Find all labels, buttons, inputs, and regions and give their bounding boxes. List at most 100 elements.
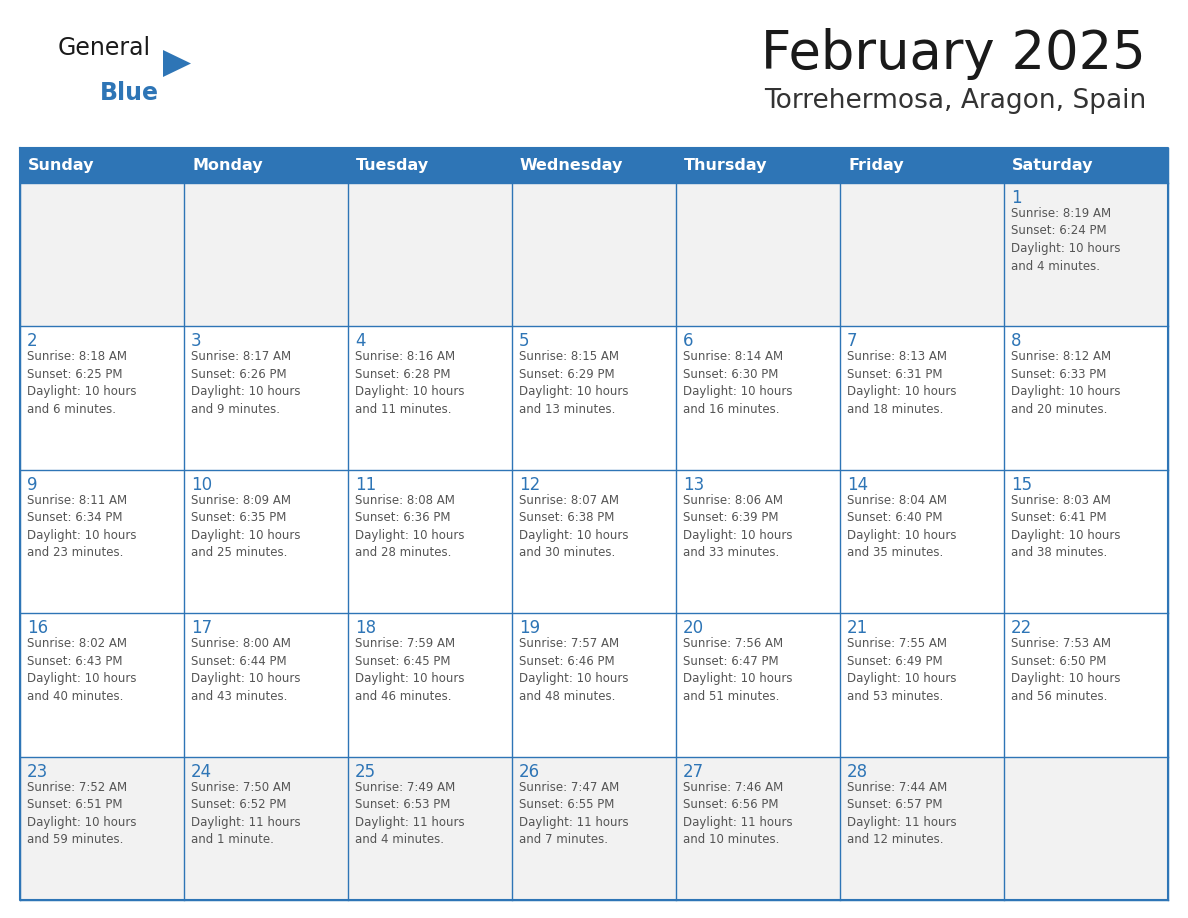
Text: Saturday: Saturday bbox=[1012, 158, 1093, 173]
Bar bbox=[184, 470, 348, 613]
Bar bbox=[1004, 470, 1168, 613]
Text: Sunrise: 8:19 AM
Sunset: 6:24 PM
Daylight: 10 hours
and 4 minutes.: Sunrise: 8:19 AM Sunset: 6:24 PM Dayligh… bbox=[1011, 207, 1120, 273]
Bar bbox=[512, 470, 676, 613]
Text: Sunrise: 8:04 AM
Sunset: 6:40 PM
Daylight: 10 hours
and 35 minutes.: Sunrise: 8:04 AM Sunset: 6:40 PM Dayligh… bbox=[847, 494, 956, 559]
Text: 18: 18 bbox=[355, 620, 377, 637]
Text: 27: 27 bbox=[683, 763, 704, 780]
Text: 2: 2 bbox=[27, 332, 38, 351]
Text: Sunrise: 8:07 AM
Sunset: 6:38 PM
Daylight: 10 hours
and 30 minutes.: Sunrise: 8:07 AM Sunset: 6:38 PM Dayligh… bbox=[519, 494, 628, 559]
Text: 20: 20 bbox=[683, 620, 704, 637]
Text: 11: 11 bbox=[355, 476, 377, 494]
Text: 9: 9 bbox=[27, 476, 38, 494]
Text: 8: 8 bbox=[1011, 332, 1022, 351]
Text: 4: 4 bbox=[355, 332, 366, 351]
Text: 13: 13 bbox=[683, 476, 704, 494]
Text: 15: 15 bbox=[1011, 476, 1032, 494]
Text: 1: 1 bbox=[1011, 189, 1022, 207]
Bar bbox=[348, 756, 512, 900]
Text: Sunrise: 8:08 AM
Sunset: 6:36 PM
Daylight: 10 hours
and 28 minutes.: Sunrise: 8:08 AM Sunset: 6:36 PM Dayligh… bbox=[355, 494, 465, 559]
Bar bbox=[676, 327, 840, 470]
Text: 19: 19 bbox=[519, 620, 541, 637]
Bar bbox=[20, 327, 184, 470]
Text: Sunrise: 8:17 AM
Sunset: 6:26 PM
Daylight: 10 hours
and 9 minutes.: Sunrise: 8:17 AM Sunset: 6:26 PM Dayligh… bbox=[191, 351, 301, 416]
Text: 10: 10 bbox=[191, 476, 213, 494]
Bar bbox=[20, 613, 184, 756]
Text: Sunrise: 8:06 AM
Sunset: 6:39 PM
Daylight: 10 hours
and 33 minutes.: Sunrise: 8:06 AM Sunset: 6:39 PM Dayligh… bbox=[683, 494, 792, 559]
Text: 3: 3 bbox=[191, 332, 202, 351]
Text: 26: 26 bbox=[519, 763, 541, 780]
Text: 24: 24 bbox=[191, 763, 213, 780]
Text: Friday: Friday bbox=[848, 158, 904, 173]
Text: 5: 5 bbox=[519, 332, 530, 351]
Text: Sunrise: 8:03 AM
Sunset: 6:41 PM
Daylight: 10 hours
and 38 minutes.: Sunrise: 8:03 AM Sunset: 6:41 PM Dayligh… bbox=[1011, 494, 1120, 559]
Text: Tuesday: Tuesday bbox=[356, 158, 429, 173]
Text: 7: 7 bbox=[847, 332, 858, 351]
Bar bbox=[840, 613, 1004, 756]
Bar bbox=[184, 756, 348, 900]
Bar bbox=[1004, 327, 1168, 470]
Text: Sunrise: 7:56 AM
Sunset: 6:47 PM
Daylight: 10 hours
and 51 minutes.: Sunrise: 7:56 AM Sunset: 6:47 PM Dayligh… bbox=[683, 637, 792, 702]
Text: Sunrise: 8:09 AM
Sunset: 6:35 PM
Daylight: 10 hours
and 25 minutes.: Sunrise: 8:09 AM Sunset: 6:35 PM Dayligh… bbox=[191, 494, 301, 559]
Bar bbox=[1004, 756, 1168, 900]
Text: General: General bbox=[58, 36, 151, 60]
Text: Sunrise: 8:16 AM
Sunset: 6:28 PM
Daylight: 10 hours
and 11 minutes.: Sunrise: 8:16 AM Sunset: 6:28 PM Dayligh… bbox=[355, 351, 465, 416]
Text: Sunrise: 8:02 AM
Sunset: 6:43 PM
Daylight: 10 hours
and 40 minutes.: Sunrise: 8:02 AM Sunset: 6:43 PM Dayligh… bbox=[27, 637, 137, 702]
Bar bbox=[184, 183, 348, 327]
Text: 6: 6 bbox=[683, 332, 694, 351]
Bar bbox=[676, 183, 840, 327]
Bar bbox=[1004, 613, 1168, 756]
Bar bbox=[348, 183, 512, 327]
Bar bbox=[348, 327, 512, 470]
Bar bbox=[1004, 183, 1168, 327]
Bar bbox=[348, 470, 512, 613]
Bar bbox=[512, 613, 676, 756]
Bar bbox=[676, 613, 840, 756]
Text: 22: 22 bbox=[1011, 620, 1032, 637]
Text: Sunday: Sunday bbox=[29, 158, 95, 173]
Text: 17: 17 bbox=[191, 620, 213, 637]
Text: Sunrise: 8:12 AM
Sunset: 6:33 PM
Daylight: 10 hours
and 20 minutes.: Sunrise: 8:12 AM Sunset: 6:33 PM Dayligh… bbox=[1011, 351, 1120, 416]
Bar bbox=[20, 183, 184, 327]
Text: Sunrise: 8:13 AM
Sunset: 6:31 PM
Daylight: 10 hours
and 18 minutes.: Sunrise: 8:13 AM Sunset: 6:31 PM Dayligh… bbox=[847, 351, 956, 416]
Bar bbox=[184, 327, 348, 470]
Bar bbox=[840, 183, 1004, 327]
Text: Monday: Monday bbox=[192, 158, 263, 173]
Text: 21: 21 bbox=[847, 620, 868, 637]
Text: 16: 16 bbox=[27, 620, 49, 637]
Bar bbox=[840, 327, 1004, 470]
Text: Sunrise: 7:55 AM
Sunset: 6:49 PM
Daylight: 10 hours
and 53 minutes.: Sunrise: 7:55 AM Sunset: 6:49 PM Dayligh… bbox=[847, 637, 956, 702]
Text: 23: 23 bbox=[27, 763, 49, 780]
Text: Wednesday: Wednesday bbox=[520, 158, 624, 173]
Bar bbox=[20, 470, 184, 613]
Polygon shape bbox=[163, 50, 191, 77]
Text: Sunrise: 7:52 AM
Sunset: 6:51 PM
Daylight: 10 hours
and 59 minutes.: Sunrise: 7:52 AM Sunset: 6:51 PM Dayligh… bbox=[27, 780, 137, 846]
Text: Sunrise: 7:57 AM
Sunset: 6:46 PM
Daylight: 10 hours
and 48 minutes.: Sunrise: 7:57 AM Sunset: 6:46 PM Dayligh… bbox=[519, 637, 628, 702]
Bar bbox=[184, 613, 348, 756]
Bar bbox=[348, 613, 512, 756]
Text: Torrehermosa, Aragon, Spain: Torrehermosa, Aragon, Spain bbox=[764, 88, 1146, 114]
Text: February 2025: February 2025 bbox=[762, 28, 1146, 80]
Text: 12: 12 bbox=[519, 476, 541, 494]
Text: Sunrise: 7:47 AM
Sunset: 6:55 PM
Daylight: 11 hours
and 7 minutes.: Sunrise: 7:47 AM Sunset: 6:55 PM Dayligh… bbox=[519, 780, 628, 846]
Text: Sunrise: 7:46 AM
Sunset: 6:56 PM
Daylight: 11 hours
and 10 minutes.: Sunrise: 7:46 AM Sunset: 6:56 PM Dayligh… bbox=[683, 780, 792, 846]
Bar bbox=[840, 756, 1004, 900]
Bar bbox=[512, 327, 676, 470]
Bar bbox=[512, 183, 676, 327]
Text: Sunrise: 8:00 AM
Sunset: 6:44 PM
Daylight: 10 hours
and 43 minutes.: Sunrise: 8:00 AM Sunset: 6:44 PM Dayligh… bbox=[191, 637, 301, 702]
Bar bbox=[676, 756, 840, 900]
Text: Sunrise: 8:11 AM
Sunset: 6:34 PM
Daylight: 10 hours
and 23 minutes.: Sunrise: 8:11 AM Sunset: 6:34 PM Dayligh… bbox=[27, 494, 137, 559]
Text: Sunrise: 7:44 AM
Sunset: 6:57 PM
Daylight: 11 hours
and 12 minutes.: Sunrise: 7:44 AM Sunset: 6:57 PM Dayligh… bbox=[847, 780, 956, 846]
Text: 28: 28 bbox=[847, 763, 868, 780]
Text: Sunrise: 7:49 AM
Sunset: 6:53 PM
Daylight: 11 hours
and 4 minutes.: Sunrise: 7:49 AM Sunset: 6:53 PM Dayligh… bbox=[355, 780, 465, 846]
Text: Thursday: Thursday bbox=[684, 158, 767, 173]
Bar bbox=[20, 756, 184, 900]
Text: Sunrise: 8:14 AM
Sunset: 6:30 PM
Daylight: 10 hours
and 16 minutes.: Sunrise: 8:14 AM Sunset: 6:30 PM Dayligh… bbox=[683, 351, 792, 416]
Text: 14: 14 bbox=[847, 476, 868, 494]
Bar bbox=[512, 756, 676, 900]
Text: Sunrise: 8:15 AM
Sunset: 6:29 PM
Daylight: 10 hours
and 13 minutes.: Sunrise: 8:15 AM Sunset: 6:29 PM Dayligh… bbox=[519, 351, 628, 416]
Text: Sunrise: 7:59 AM
Sunset: 6:45 PM
Daylight: 10 hours
and 46 minutes.: Sunrise: 7:59 AM Sunset: 6:45 PM Dayligh… bbox=[355, 637, 465, 702]
Text: Sunrise: 8:18 AM
Sunset: 6:25 PM
Daylight: 10 hours
and 6 minutes.: Sunrise: 8:18 AM Sunset: 6:25 PM Dayligh… bbox=[27, 351, 137, 416]
Text: Sunrise: 7:50 AM
Sunset: 6:52 PM
Daylight: 11 hours
and 1 minute.: Sunrise: 7:50 AM Sunset: 6:52 PM Dayligh… bbox=[191, 780, 301, 846]
Bar bbox=[676, 470, 840, 613]
Bar bbox=[840, 470, 1004, 613]
